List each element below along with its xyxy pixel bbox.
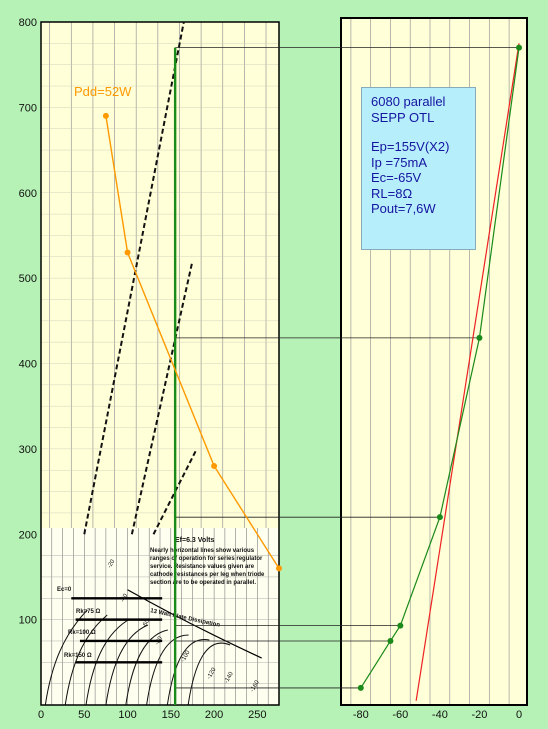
operating-point-box: 6080 parallel SEPP OTL Ep=155V(X2) Ip =7…: [361, 87, 476, 250]
pdd-label: Pdd=52W: [74, 84, 132, 99]
left-plot-frame: [40, 21, 280, 706]
inset-curve-label: -140: [224, 671, 236, 685]
transfer-point: [436, 514, 443, 521]
left-x-tick-label: 250: [248, 709, 266, 721]
transfer-point: [357, 684, 364, 691]
inset-note-line3: service. Resistance values given are: [150, 564, 255, 570]
inset-plate-curve: [125, 629, 168, 706]
info-line-tube: 6080 parallel: [371, 94, 446, 109]
left-y-tick-label: 200: [19, 529, 37, 541]
right-x-tick-label: -80: [353, 709, 369, 721]
left-x-tick-label: 200: [205, 709, 223, 721]
info-load: RL=8Ω: [371, 185, 413, 201]
pdd-point: [276, 565, 282, 572]
left-y-tick-label: 400: [19, 359, 37, 371]
right-axis-ticks: -80 -60 -40 -20 0: [353, 709, 522, 721]
inset-curve-label: -20: [107, 558, 117, 569]
inset-rk100-label: Rk=100 Ω: [68, 630, 96, 636]
transfer-point: [387, 637, 394, 644]
left-y-tick-label: 700: [19, 102, 37, 114]
inset-curve-label: -40: [120, 592, 130, 603]
left-y-tick-label: 800: [19, 17, 37, 29]
left-x-tick-label: 150: [162, 709, 180, 721]
inset-dissipation-curve: [127, 589, 262, 659]
left-y-tick-label: 600: [19, 188, 37, 200]
inset-note-line2: ranges of operation for series regulator: [150, 556, 263, 562]
right-x-tick-label: -60: [392, 709, 408, 721]
left-y-tick-label: 500: [19, 273, 37, 285]
pdd-point: [124, 249, 131, 256]
info-gap: [371, 125, 475, 139]
pdd-point: [211, 462, 218, 469]
inset-plate-curve: [85, 619, 129, 706]
ideal-transfer-line: [415, 43, 520, 701]
transfer-point: [516, 44, 522, 51]
left-y-tick-label: 100: [19, 615, 37, 627]
inset-plate-curve: [146, 634, 189, 706]
inset-plate-curve: [64, 614, 108, 706]
inset-curve-label: -80: [154, 635, 164, 646]
inset-plate-curve: [44, 609, 88, 706]
left-x-tick-label: 100: [118, 709, 136, 721]
info-plate-current: Ip =75mA: [371, 154, 428, 170]
inset-plate-curve: [105, 624, 149, 706]
inset-heading: Ef=6.3 Volts: [175, 537, 214, 544]
right-x-tick-label: 0: [516, 709, 522, 721]
inset-rk150-label: Rk=150 Ω: [64, 653, 92, 659]
inset-curve-label: -60: [141, 618, 151, 629]
inset-plate-curve: [166, 639, 210, 706]
transfer-point: [397, 622, 404, 629]
left-x-tick-label: 0: [38, 709, 44, 721]
inset-note-line4: cathode resistances per leg when triode: [150, 572, 265, 578]
inset-note-line5: section are to be operated in parallel.: [150, 580, 256, 586]
inset-rk75-label: Rk=75 Ω: [76, 609, 101, 615]
inset-ec0-label: Ec=0: [57, 587, 72, 593]
left-x-tick-label: 50: [78, 709, 90, 721]
projection-lines: [175, 47, 519, 689]
tube-characteristic-line: [130, 260, 194, 535]
right-x-tick-label: -20: [471, 709, 487, 721]
pdd-curve: [105, 115, 280, 569]
inset-plate-curve: [187, 642, 231, 706]
inset-note-line1: Nearly horizontal lines show various: [150, 548, 255, 554]
inset-curve-label: -120: [206, 666, 218, 680]
info-grid-bias: Ec=-65V: [371, 170, 422, 185]
data-marks: [83, 21, 522, 705]
tube-characteristic-line: [83, 21, 185, 535]
left-axis-ticks: 0 50 100 150 200 250 100 200 300 400 500 600 700 800: [19, 17, 267, 721]
right-x-tick-label: -40: [432, 709, 448, 721]
info-output-power: Pout=7,6W: [371, 201, 436, 216]
transfer-curve: [360, 47, 520, 689]
left-y-tick-label: 300: [19, 444, 37, 456]
pdd-point: [102, 112, 109, 119]
inset-curve-label: -100: [180, 649, 192, 663]
inset-curve-label: -160: [250, 679, 262, 693]
info-plate-voltage: Ep=155V(X2): [371, 139, 450, 154]
right-plot-frame: [340, 17, 528, 706]
info-line-topology: SEPP OTL: [371, 109, 435, 125]
transfer-point: [476, 334, 483, 341]
